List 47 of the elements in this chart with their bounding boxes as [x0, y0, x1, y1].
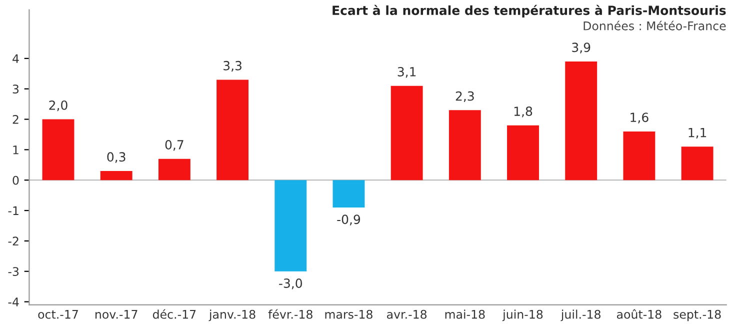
data-label: 3,9: [572, 42, 590, 54]
bar: [274, 180, 307, 272]
data-label: -0,9: [337, 214, 360, 226]
x-tick-label: août-18: [616, 309, 662, 319]
y-tick-label: -1: [8, 206, 18, 216]
data-label: 1,6: [630, 112, 648, 124]
x-tick-label: oct.-17: [38, 310, 78, 319]
data-label: 3,3: [224, 60, 242, 72]
bar: [681, 146, 714, 180]
bar: [42, 119, 74, 180]
y-tick-label: -3: [8, 267, 19, 276]
y-tick-label: 0: [12, 176, 19, 185]
data-label: 2,3: [456, 91, 474, 102]
x-tick-label: juin-18: [502, 310, 543, 322]
data-label: 0,7: [165, 140, 184, 151]
bar: [507, 125, 539, 180]
bar: [216, 80, 249, 180]
x-tick-label: mars-18: [325, 310, 372, 319]
x-tick-label: mai-18: [445, 310, 485, 319]
y-tick-label: 3: [12, 84, 19, 94]
bar: [448, 110, 481, 180]
data-label: 3,1: [398, 66, 416, 78]
x-tick-label: nov.-17: [96, 310, 138, 319]
y-tick-label: -2: [8, 236, 18, 246]
x-tick-label: janv.-18: [208, 310, 256, 322]
data-label: 1,1: [688, 128, 706, 139]
data-label: 1,8: [514, 106, 532, 118]
x-tick-label: déc.-17: [152, 309, 196, 319]
x-tick-label: avr.-18: [387, 310, 427, 319]
bar: [332, 180, 365, 208]
data-label: -3,0: [279, 278, 302, 290]
data-label: 0,3: [107, 152, 126, 163]
y-tick-label: 4: [12, 54, 19, 63]
bar: [565, 61, 598, 180]
x-tick-label: sept.-18: [674, 310, 721, 322]
y-tick-label: 1: [13, 146, 18, 154]
data-label: 2,0: [49, 100, 68, 112]
x-tick-label: févr.-18: [268, 309, 312, 319]
x-tick-label: juil.-18: [560, 310, 600, 322]
bar: [390, 86, 423, 180]
y-tick-label: 2: [12, 115, 18, 124]
bar: [100, 170, 132, 180]
bar: [623, 131, 656, 180]
chart-title: Ecart à la normale des températures à Paris-Montsouris: [332, 4, 726, 18]
bar: [158, 158, 190, 180]
text: Données : Météo-France: [584, 20, 726, 30]
y-tick-label: -4: [8, 298, 19, 306]
